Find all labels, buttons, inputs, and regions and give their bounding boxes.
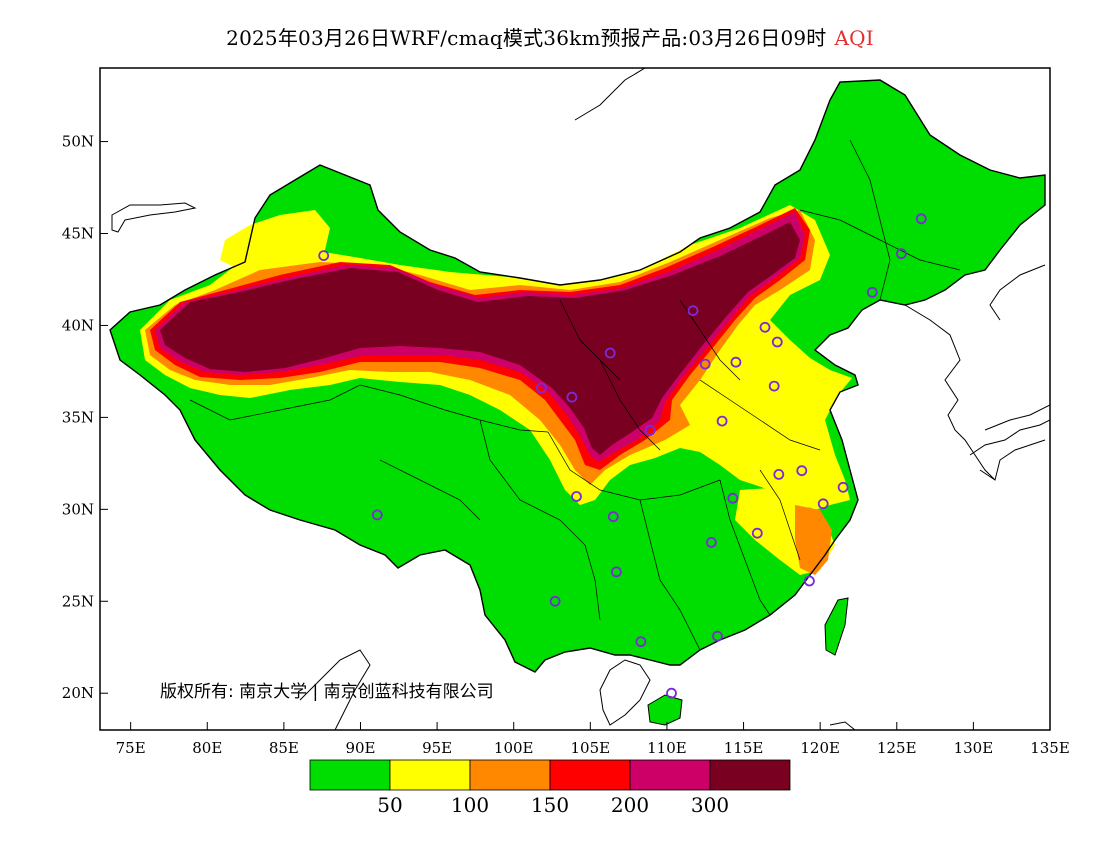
station-marker bbox=[866, 286, 878, 298]
station-marker bbox=[535, 382, 547, 394]
colorbar-swatch bbox=[629, 759, 711, 791]
longitude-axis: 75E 80E 85E 90E 95E 100E 105E 110E 115E 120E 125E 1… bbox=[116, 722, 1070, 757]
station-marker bbox=[759, 321, 771, 333]
station-marker bbox=[896, 248, 907, 260]
colorbar-swatch bbox=[709, 759, 791, 791]
station-marker bbox=[837, 481, 849, 493]
aqi-zone-yellow-xinjiang-north bbox=[220, 210, 330, 270]
lon-label: 75E bbox=[116, 739, 146, 757]
station-marker bbox=[687, 305, 699, 317]
colorbar-label: 200 bbox=[611, 793, 649, 817]
station-marker bbox=[566, 391, 578, 403]
map-frame bbox=[99, 67, 1051, 731]
lat-label: 35N bbox=[62, 408, 94, 426]
station-marker bbox=[549, 595, 561, 607]
neighbour-coastlines bbox=[111, 68, 1050, 730]
latitude-axis: 50N 45N 40N 35N 30N 25N 20N bbox=[62, 133, 108, 702]
station-marker bbox=[771, 336, 783, 348]
hainan-island bbox=[648, 695, 682, 725]
lon-label: 90E bbox=[345, 739, 375, 757]
title-variable: AQI bbox=[834, 26, 874, 50]
lat-label: 25N bbox=[62, 592, 94, 610]
station-marker bbox=[571, 491, 582, 502]
lon-label: 110E bbox=[647, 739, 687, 757]
station-marker bbox=[611, 566, 622, 578]
station-marker bbox=[371, 509, 383, 521]
lat-label: 40N bbox=[62, 316, 94, 334]
station-marker bbox=[796, 465, 808, 477]
lon-label: 125E bbox=[877, 739, 917, 757]
station-marker bbox=[699, 358, 711, 370]
lon-label: 130E bbox=[954, 739, 994, 757]
aqi-zone-maroon bbox=[160, 222, 800, 455]
colorbar-swatch bbox=[309, 759, 391, 791]
lon-label: 120E bbox=[800, 739, 840, 757]
station-marker bbox=[716, 415, 728, 427]
lat-label: 45N bbox=[62, 225, 94, 243]
station-markers bbox=[318, 213, 927, 699]
station-marker bbox=[727, 492, 739, 504]
colorbar-label: 50 bbox=[377, 793, 402, 817]
title-main: 2025年03月26日WRF/cmaq模式36km预报产品:03月26日09时 bbox=[226, 26, 827, 50]
station-marker bbox=[666, 687, 677, 699]
aqi-colorbar: 50 100 150 200 300 bbox=[309, 759, 791, 817]
colorbar-label: 150 bbox=[531, 793, 569, 817]
lat-label: 30N bbox=[62, 500, 94, 518]
station-marker bbox=[804, 575, 815, 587]
colorbar-label: 300 bbox=[691, 793, 729, 817]
colorbar-swatch bbox=[469, 759, 551, 791]
station-marker bbox=[751, 527, 763, 539]
lon-label: 85E bbox=[269, 739, 299, 757]
lon-label: 100E bbox=[494, 739, 534, 757]
station-marker bbox=[768, 380, 780, 392]
station-marker bbox=[773, 468, 785, 480]
map-layers bbox=[110, 80, 1045, 725]
lon-label: 135E bbox=[1030, 739, 1070, 757]
lon-label: 105E bbox=[571, 739, 611, 757]
station-marker bbox=[635, 636, 647, 648]
station-marker bbox=[915, 213, 927, 225]
lon-label: 80E bbox=[192, 739, 222, 757]
station-marker bbox=[604, 347, 616, 359]
station-marker bbox=[607, 511, 619, 523]
station-marker bbox=[712, 630, 723, 642]
colorbar-swatch bbox=[549, 759, 631, 791]
lat-label: 20N bbox=[62, 684, 94, 702]
station-marker bbox=[644, 424, 656, 436]
station-marker bbox=[706, 537, 717, 548]
lon-label: 115E bbox=[724, 739, 764, 757]
station-marker bbox=[817, 498, 829, 510]
map-title: 2025年03月26日WRF/cmaq模式36km预报产品:03月26日09时 A… bbox=[0, 22, 1100, 51]
station-marker bbox=[730, 356, 742, 368]
copyright-text: 版权所有: 南京大学 | 南京创蓝科技有限公司 bbox=[160, 682, 494, 702]
colorbar-swatch bbox=[389, 759, 471, 791]
station-marker bbox=[318, 250, 330, 262]
lon-label: 95E bbox=[422, 739, 452, 757]
colorbar-label: 100 bbox=[451, 793, 489, 817]
lat-label: 50N bbox=[62, 133, 94, 151]
taiwan-island bbox=[825, 598, 848, 655]
